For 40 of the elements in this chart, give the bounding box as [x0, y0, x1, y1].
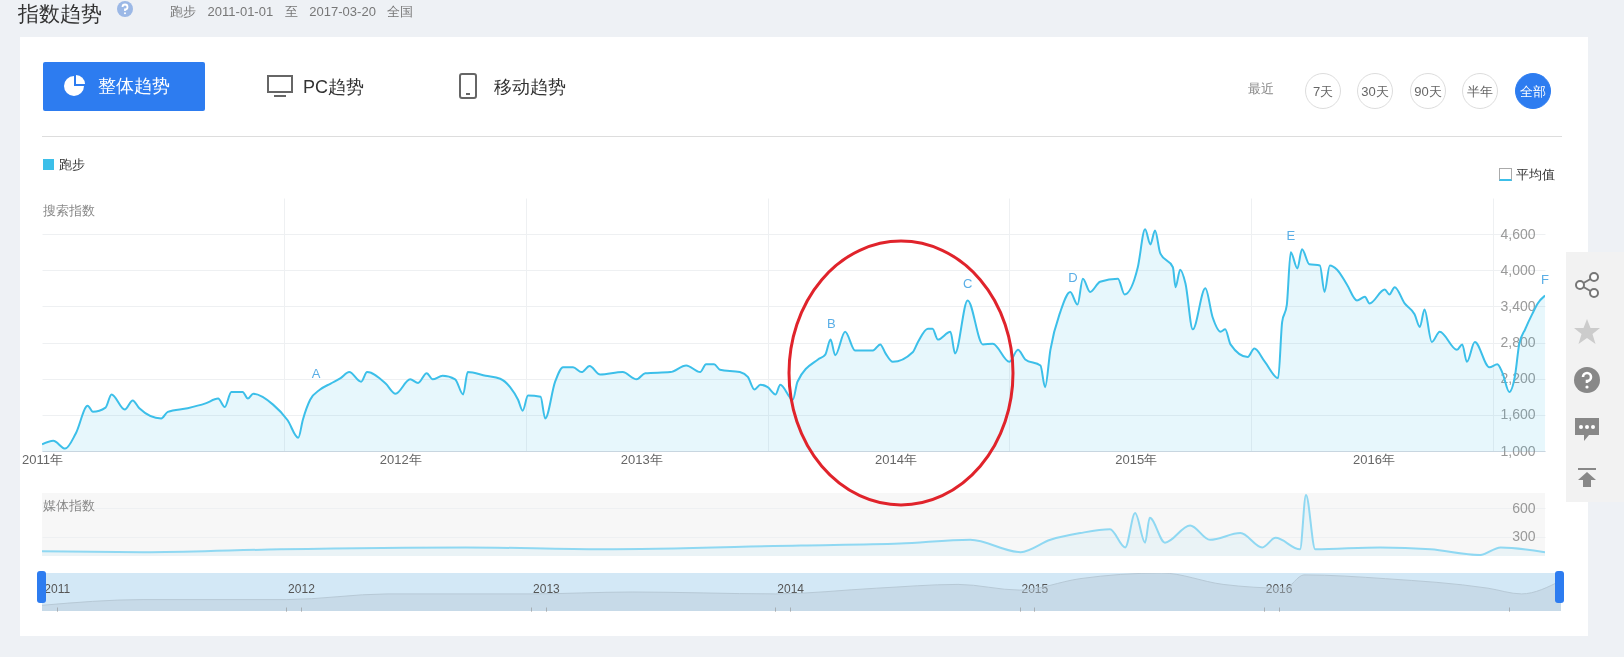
text: 移动趋势	[494, 76, 566, 99]
y-tick-label: 1,600	[1500, 406, 1536, 423]
annotation: E	[1286, 228, 1296, 244]
x-tick-label: 2014	[777, 581, 805, 596]
x-tick-label: 2013	[533, 581, 561, 596]
text: 平均值	[1516, 166, 1555, 184]
x-tick-label: 2012年	[379, 451, 422, 467]
text: 7天	[1305, 73, 1341, 109]
y-tick-label: 4,000	[1500, 261, 1536, 278]
y-tick-label: 3,400	[1500, 297, 1536, 314]
annotation: C	[962, 276, 973, 292]
x-tick-label: 2011	[44, 581, 71, 596]
y-tick-label: 300	[1512, 528, 1536, 545]
y-tick-label: 600	[1512, 499, 1536, 516]
y-tick-label: 4,600	[1500, 225, 1536, 242]
x-tick-label: 2013年	[620, 451, 663, 467]
x-tick-label: 2012	[288, 581, 316, 596]
text: 最近	[1248, 80, 1274, 98]
y-axis-title: 媒体指数	[42, 497, 95, 513]
x-tick-label: 2014年	[875, 451, 917, 467]
annotation: D	[1068, 270, 1078, 286]
x-tick-label: 2016	[1265, 581, 1293, 596]
annotation: F	[1541, 271, 1550, 287]
annotation: A	[311, 365, 321, 381]
text: 半年	[1462, 73, 1498, 109]
text: 90天	[1410, 73, 1446, 109]
y-axis-title: 搜索指数	[42, 202, 95, 218]
text: PC趋势	[303, 76, 365, 99]
text: 整体趋势	[43, 62, 205, 111]
x-tick-label: 2011年	[22, 451, 63, 467]
annotation: B	[826, 315, 836, 331]
x-tick-label: 2015年	[1115, 451, 1158, 467]
text: 30天	[1357, 73, 1393, 109]
chart-title: 指数趋势	[18, 1, 102, 27]
legend-label: 跑步	[59, 156, 85, 172]
x-tick-label: 2015	[1021, 581, 1049, 596]
chart-subtitle: 跑步 2011-01-01 至 2017-03-20 全国	[170, 3, 414, 21]
text: 全部	[1515, 73, 1551, 109]
y-tick-label: 1,000	[1500, 442, 1536, 459]
x-tick-label: 2016年	[1353, 451, 1395, 467]
